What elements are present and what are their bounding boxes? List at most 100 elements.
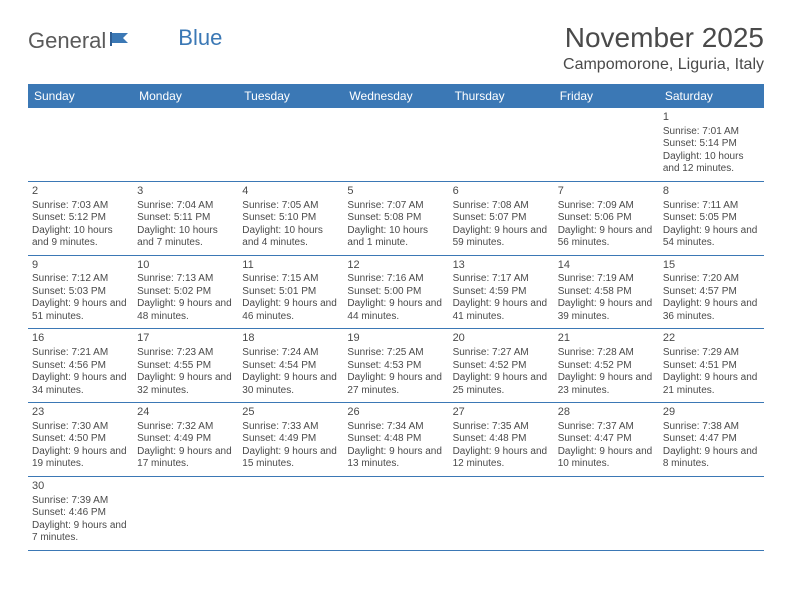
day-number: 10: [137, 259, 234, 273]
sunset-text: Sunset: 4:56 PM: [32, 360, 129, 373]
daylight-text: Daylight: 9 hours and 27 minutes.: [347, 372, 444, 397]
calendar-cell: 19Sunrise: 7:25 AMSunset: 4:53 PMDayligh…: [343, 329, 448, 403]
sunset-text: Sunset: 4:54 PM: [242, 360, 339, 373]
day-number: 12: [347, 259, 444, 273]
sunset-text: Sunset: 5:08 PM: [347, 212, 444, 225]
daylight-text: Daylight: 9 hours and 8 minutes.: [663, 446, 760, 471]
calendar-row: 16Sunrise: 7:21 AMSunset: 4:56 PMDayligh…: [28, 329, 764, 403]
page: General Blue November 2025 Campomorone, …: [0, 0, 792, 561]
calendar-cell: 4Sunrise: 7:05 AMSunset: 5:10 PMDaylight…: [238, 181, 343, 255]
sunrise-text: Sunrise: 7:17 AM: [453, 273, 550, 286]
sunrise-text: Sunrise: 7:30 AM: [32, 421, 129, 434]
sunrise-text: Sunrise: 7:29 AM: [663, 347, 760, 360]
sunset-text: Sunset: 5:06 PM: [558, 212, 655, 225]
calendar-cell: [238, 108, 343, 181]
calendar-cell: 3Sunrise: 7:04 AMSunset: 5:11 PMDaylight…: [133, 181, 238, 255]
sunset-text: Sunset: 5:02 PM: [137, 286, 234, 299]
calendar-cell: [554, 108, 659, 181]
day-header: Saturday: [659, 84, 764, 108]
sunset-text: Sunset: 4:49 PM: [242, 433, 339, 446]
daylight-text: Daylight: 9 hours and 21 minutes.: [663, 372, 760, 397]
sunset-text: Sunset: 5:00 PM: [347, 286, 444, 299]
calendar-cell: 27Sunrise: 7:35 AMSunset: 4:48 PMDayligh…: [449, 403, 554, 477]
day-number: 21: [558, 332, 655, 346]
sunrise-text: Sunrise: 7:21 AM: [32, 347, 129, 360]
sunrise-text: Sunrise: 7:28 AM: [558, 347, 655, 360]
logo-text-blue: Blue: [178, 25, 222, 51]
daylight-text: Daylight: 9 hours and 13 minutes.: [347, 446, 444, 471]
calendar-cell: 21Sunrise: 7:28 AMSunset: 4:52 PMDayligh…: [554, 329, 659, 403]
calendar-cell: 22Sunrise: 7:29 AMSunset: 4:51 PMDayligh…: [659, 329, 764, 403]
sunset-text: Sunset: 5:05 PM: [663, 212, 760, 225]
calendar-cell: 10Sunrise: 7:13 AMSunset: 5:02 PMDayligh…: [133, 255, 238, 329]
calendar-cell: 29Sunrise: 7:38 AMSunset: 4:47 PMDayligh…: [659, 403, 764, 477]
day-number: 7: [558, 185, 655, 199]
daylight-text: Daylight: 9 hours and 44 minutes.: [347, 298, 444, 323]
sunrise-text: Sunrise: 7:37 AM: [558, 421, 655, 434]
calendar-row: 30Sunrise: 7:39 AMSunset: 4:46 PMDayligh…: [28, 476, 764, 550]
daylight-text: Daylight: 9 hours and 10 minutes.: [558, 446, 655, 471]
sunset-text: Sunset: 4:50 PM: [32, 433, 129, 446]
day-header: Sunday: [28, 84, 133, 108]
daylight-text: Daylight: 9 hours and 12 minutes.: [453, 446, 550, 471]
header: General Blue November 2025 Campomorone, …: [28, 22, 764, 74]
calendar-row: 9Sunrise: 7:12 AMSunset: 5:03 PMDaylight…: [28, 255, 764, 329]
sunrise-text: Sunrise: 7:03 AM: [32, 200, 129, 213]
sunset-text: Sunset: 4:55 PM: [137, 360, 234, 373]
daylight-text: Daylight: 9 hours and 39 minutes.: [558, 298, 655, 323]
day-number: 4: [242, 185, 339, 199]
calendar-cell: [554, 476, 659, 550]
sunset-text: Sunset: 4:48 PM: [453, 433, 550, 446]
sunset-text: Sunset: 4:47 PM: [663, 433, 760, 446]
sunrise-text: Sunrise: 7:23 AM: [137, 347, 234, 360]
calendar-cell: 1Sunrise: 7:01 AMSunset: 5:14 PMDaylight…: [659, 108, 764, 181]
sunset-text: Sunset: 4:52 PM: [453, 360, 550, 373]
calendar-cell: 8Sunrise: 7:11 AMSunset: 5:05 PMDaylight…: [659, 181, 764, 255]
daylight-text: Daylight: 9 hours and 30 minutes.: [242, 372, 339, 397]
calendar-cell: [238, 476, 343, 550]
daylight-text: Daylight: 10 hours and 4 minutes.: [242, 225, 339, 250]
daylight-text: Daylight: 9 hours and 36 minutes.: [663, 298, 760, 323]
calendar-cell: 6Sunrise: 7:08 AMSunset: 5:07 PMDaylight…: [449, 181, 554, 255]
sunrise-text: Sunrise: 7:24 AM: [242, 347, 339, 360]
calendar-cell: 28Sunrise: 7:37 AMSunset: 4:47 PMDayligh…: [554, 403, 659, 477]
calendar-cell: [343, 476, 448, 550]
calendar-body: 1Sunrise: 7:01 AMSunset: 5:14 PMDaylight…: [28, 108, 764, 550]
calendar-row: 1Sunrise: 7:01 AMSunset: 5:14 PMDaylight…: [28, 108, 764, 181]
day-number: 9: [32, 259, 129, 273]
calendar-cell: 9Sunrise: 7:12 AMSunset: 5:03 PMDaylight…: [28, 255, 133, 329]
day-number: 2: [32, 185, 129, 199]
calendar-cell: 11Sunrise: 7:15 AMSunset: 5:01 PMDayligh…: [238, 255, 343, 329]
sunset-text: Sunset: 4:58 PM: [558, 286, 655, 299]
sunset-text: Sunset: 5:07 PM: [453, 212, 550, 225]
sunrise-text: Sunrise: 7:19 AM: [558, 273, 655, 286]
sunrise-text: Sunrise: 7:13 AM: [137, 273, 234, 286]
sunrise-text: Sunrise: 7:12 AM: [32, 273, 129, 286]
sunrise-text: Sunrise: 7:32 AM: [137, 421, 234, 434]
calendar-cell: [133, 476, 238, 550]
calendar-cell: 26Sunrise: 7:34 AMSunset: 4:48 PMDayligh…: [343, 403, 448, 477]
calendar-cell: 5Sunrise: 7:07 AMSunset: 5:08 PMDaylight…: [343, 181, 448, 255]
daylight-text: Daylight: 9 hours and 46 minutes.: [242, 298, 339, 323]
calendar-cell: 14Sunrise: 7:19 AMSunset: 4:58 PMDayligh…: [554, 255, 659, 329]
sunset-text: Sunset: 5:14 PM: [663, 138, 760, 151]
calendar-cell: [449, 476, 554, 550]
calendar-cell: 23Sunrise: 7:30 AMSunset: 4:50 PMDayligh…: [28, 403, 133, 477]
day-number: 1: [663, 111, 760, 125]
calendar-cell: 25Sunrise: 7:33 AMSunset: 4:49 PMDayligh…: [238, 403, 343, 477]
daylight-text: Daylight: 9 hours and 19 minutes.: [32, 446, 129, 471]
daylight-text: Daylight: 9 hours and 59 minutes.: [453, 225, 550, 250]
daylight-text: Daylight: 9 hours and 34 minutes.: [32, 372, 129, 397]
day-number: 8: [663, 185, 760, 199]
daylight-text: Daylight: 9 hours and 48 minutes.: [137, 298, 234, 323]
calendar-cell: 16Sunrise: 7:21 AMSunset: 4:56 PMDayligh…: [28, 329, 133, 403]
sunrise-text: Sunrise: 7:38 AM: [663, 421, 760, 434]
sunset-text: Sunset: 4:47 PM: [558, 433, 655, 446]
day-number: 13: [453, 259, 550, 273]
day-number: 3: [137, 185, 234, 199]
sunset-text: Sunset: 4:46 PM: [32, 507, 129, 520]
day-number: 19: [347, 332, 444, 346]
sunrise-text: Sunrise: 7:20 AM: [663, 273, 760, 286]
day-number: 20: [453, 332, 550, 346]
day-header: Monday: [133, 84, 238, 108]
